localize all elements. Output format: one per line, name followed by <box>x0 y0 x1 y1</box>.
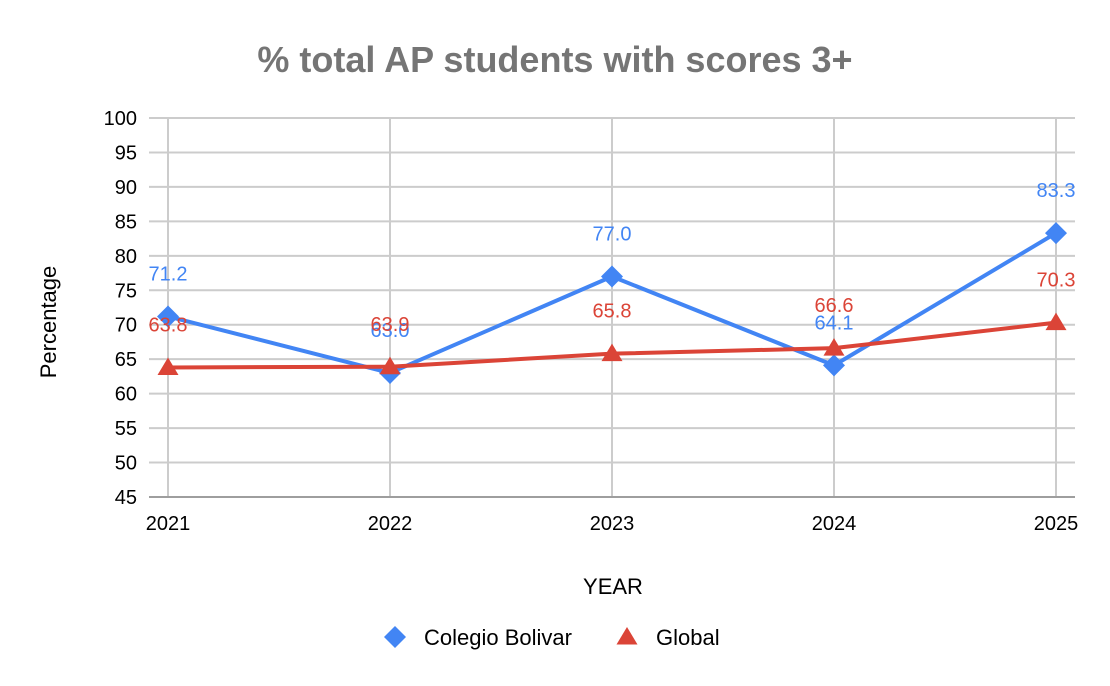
diamond-marker-icon <box>384 626 406 648</box>
y-tick-label: 95 <box>115 142 137 164</box>
x-tick-label: 2024 <box>812 513 857 535</box>
legend-item: Global <box>616 625 720 650</box>
x-tick-label: 2025 <box>1034 513 1079 535</box>
triangle-marker-icon <box>616 627 638 645</box>
y-tick-label: 75 <box>115 280 137 302</box>
legend-label: Colegio Bolivar <box>424 625 572 650</box>
y-axis-title: Percentage <box>36 266 61 379</box>
data-label: 63.0 <box>371 320 410 342</box>
y-tick-label: 100 <box>104 108 137 130</box>
data-label: 71.2 <box>149 263 188 285</box>
data-point <box>157 305 179 328</box>
legend: Colegio Bolivar Global <box>384 625 720 650</box>
y-tick-label: 80 <box>115 246 137 268</box>
chart-title: % total AP students with scores 3+ <box>257 39 852 80</box>
y-tick-label: 55 <box>115 418 137 440</box>
data-point <box>823 354 845 377</box>
data-point <box>823 338 845 356</box>
data-label: 66.6 <box>815 295 854 317</box>
x-axis-ticks: 2021 2022 2023 2024 2025 <box>146 513 1079 535</box>
series-global <box>157 312 1067 375</box>
data-point <box>601 265 623 288</box>
data-label: 65.8 <box>593 301 632 323</box>
data-point <box>157 357 179 375</box>
data-point <box>1045 312 1067 331</box>
data-point <box>601 343 623 362</box>
legend-item: Colegio Bolivar <box>384 625 572 650</box>
data-point <box>1045 222 1067 245</box>
data-labels: 71.2 63.0 77.0 64.1 83.3 63.8 63.9 65.8 66.6 70.3 <box>149 180 1076 342</box>
data-label: 70.3 <box>1037 270 1076 292</box>
y-tick-label: 50 <box>115 453 137 475</box>
data-label: 64.1 <box>815 312 854 334</box>
data-label: 63.8 <box>149 314 188 336</box>
data-label: 83.3 <box>1037 180 1076 202</box>
y-tick-label: 65 <box>115 349 137 371</box>
x-tick-label: 2021 <box>146 513 191 535</box>
y-tick-label: 45 <box>115 487 137 509</box>
legend-label: Global <box>656 625 720 650</box>
y-tick-label: 70 <box>115 315 137 337</box>
y-tick-label: 60 <box>115 384 137 406</box>
x-tick-label: 2022 <box>368 513 413 535</box>
y-tick-label: 90 <box>115 177 137 199</box>
y-tick-label: 85 <box>115 211 137 233</box>
y-axis-ticks: 45 50 55 60 65 70 75 80 85 90 95 100 <box>104 108 137 509</box>
x-axis-title: YEAR <box>583 574 643 599</box>
series-layer <box>157 222 1067 384</box>
data-label: 63.9 <box>371 314 410 336</box>
data-label: 77.0 <box>593 223 632 245</box>
x-tick-label: 2023 <box>590 513 635 535</box>
data-point <box>379 356 401 375</box>
